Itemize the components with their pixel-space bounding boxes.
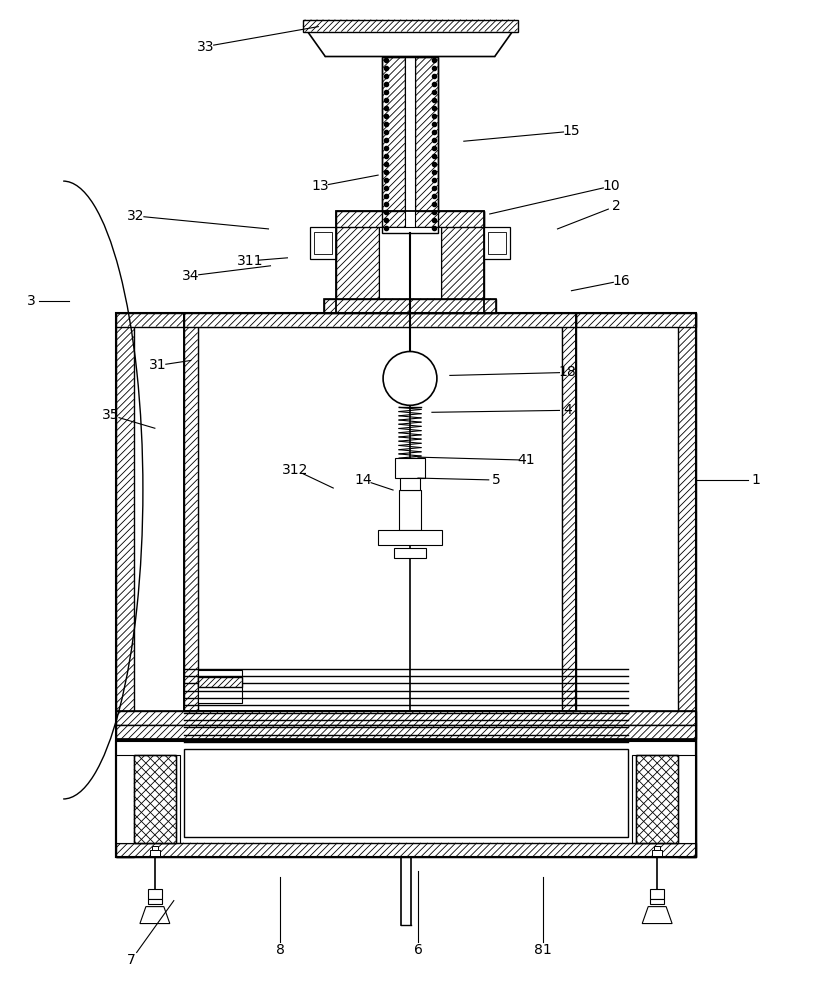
- Bar: [148, 899, 162, 904]
- Text: 33: 33: [197, 40, 215, 54]
- Text: 34: 34: [182, 269, 200, 283]
- Text: 7: 7: [127, 953, 135, 967]
- Text: 3: 3: [27, 294, 36, 308]
- Bar: [310, 227, 337, 259]
- Bar: [183, 313, 197, 711]
- Bar: [116, 313, 134, 857]
- Text: 35: 35: [102, 408, 120, 422]
- Bar: [183, 313, 577, 711]
- Text: 1: 1: [751, 473, 760, 487]
- Text: 16: 16: [613, 274, 630, 288]
- Bar: [197, 670, 242, 703]
- Text: 311: 311: [238, 254, 264, 268]
- Bar: [134, 755, 176, 843]
- Text: 14: 14: [355, 473, 372, 487]
- Bar: [324, 299, 495, 313]
- Text: 18: 18: [559, 365, 577, 379]
- Bar: [415, 57, 438, 233]
- Bar: [134, 755, 176, 843]
- Bar: [654, 846, 660, 850]
- Bar: [116, 711, 696, 739]
- Text: 15: 15: [563, 124, 580, 138]
- Bar: [337, 211, 379, 313]
- Bar: [636, 755, 678, 843]
- Bar: [652, 850, 662, 856]
- Bar: [650, 899, 664, 904]
- Bar: [636, 755, 678, 843]
- Bar: [563, 313, 577, 711]
- Bar: [678, 313, 696, 857]
- Text: 6: 6: [414, 943, 423, 957]
- Bar: [400, 478, 420, 490]
- Bar: [484, 227, 509, 259]
- Text: 31: 31: [149, 358, 167, 372]
- Bar: [678, 755, 696, 843]
- Bar: [394, 548, 426, 558]
- Bar: [152, 846, 158, 850]
- Bar: [405, 57, 415, 233]
- Bar: [303, 20, 518, 32]
- Bar: [395, 458, 425, 478]
- Text: 13: 13: [311, 179, 329, 193]
- Text: 10: 10: [603, 179, 620, 193]
- Text: 8: 8: [276, 943, 285, 957]
- Text: 312: 312: [283, 463, 309, 477]
- Text: 32: 32: [127, 209, 145, 223]
- Polygon shape: [303, 26, 517, 57]
- Circle shape: [383, 352, 437, 405]
- Bar: [116, 725, 696, 739]
- Bar: [382, 57, 405, 233]
- Bar: [632, 755, 696, 843]
- Text: 41: 41: [518, 453, 536, 467]
- Text: 4: 4: [563, 403, 572, 417]
- Bar: [197, 327, 563, 711]
- Bar: [116, 711, 696, 725]
- Bar: [399, 490, 421, 530]
- Bar: [197, 677, 242, 687]
- Bar: [379, 227, 441, 313]
- Polygon shape: [642, 907, 672, 924]
- Bar: [441, 211, 484, 313]
- Text: 5: 5: [492, 473, 501, 487]
- Bar: [116, 843, 696, 857]
- Text: 81: 81: [534, 943, 551, 957]
- Bar: [150, 850, 160, 856]
- Bar: [183, 313, 577, 327]
- Bar: [116, 741, 696, 857]
- Bar: [378, 530, 442, 545]
- Bar: [488, 232, 505, 254]
- Bar: [116, 313, 696, 327]
- Bar: [116, 313, 696, 857]
- Bar: [337, 211, 484, 313]
- Bar: [314, 232, 333, 254]
- Bar: [183, 749, 628, 837]
- Bar: [134, 327, 678, 839]
- Bar: [116, 755, 134, 843]
- Bar: [148, 889, 162, 899]
- Text: 2: 2: [612, 199, 621, 213]
- Bar: [324, 299, 495, 313]
- Polygon shape: [140, 907, 170, 924]
- Bar: [116, 755, 180, 843]
- Bar: [382, 57, 438, 233]
- Bar: [337, 211, 484, 227]
- Bar: [650, 889, 664, 899]
